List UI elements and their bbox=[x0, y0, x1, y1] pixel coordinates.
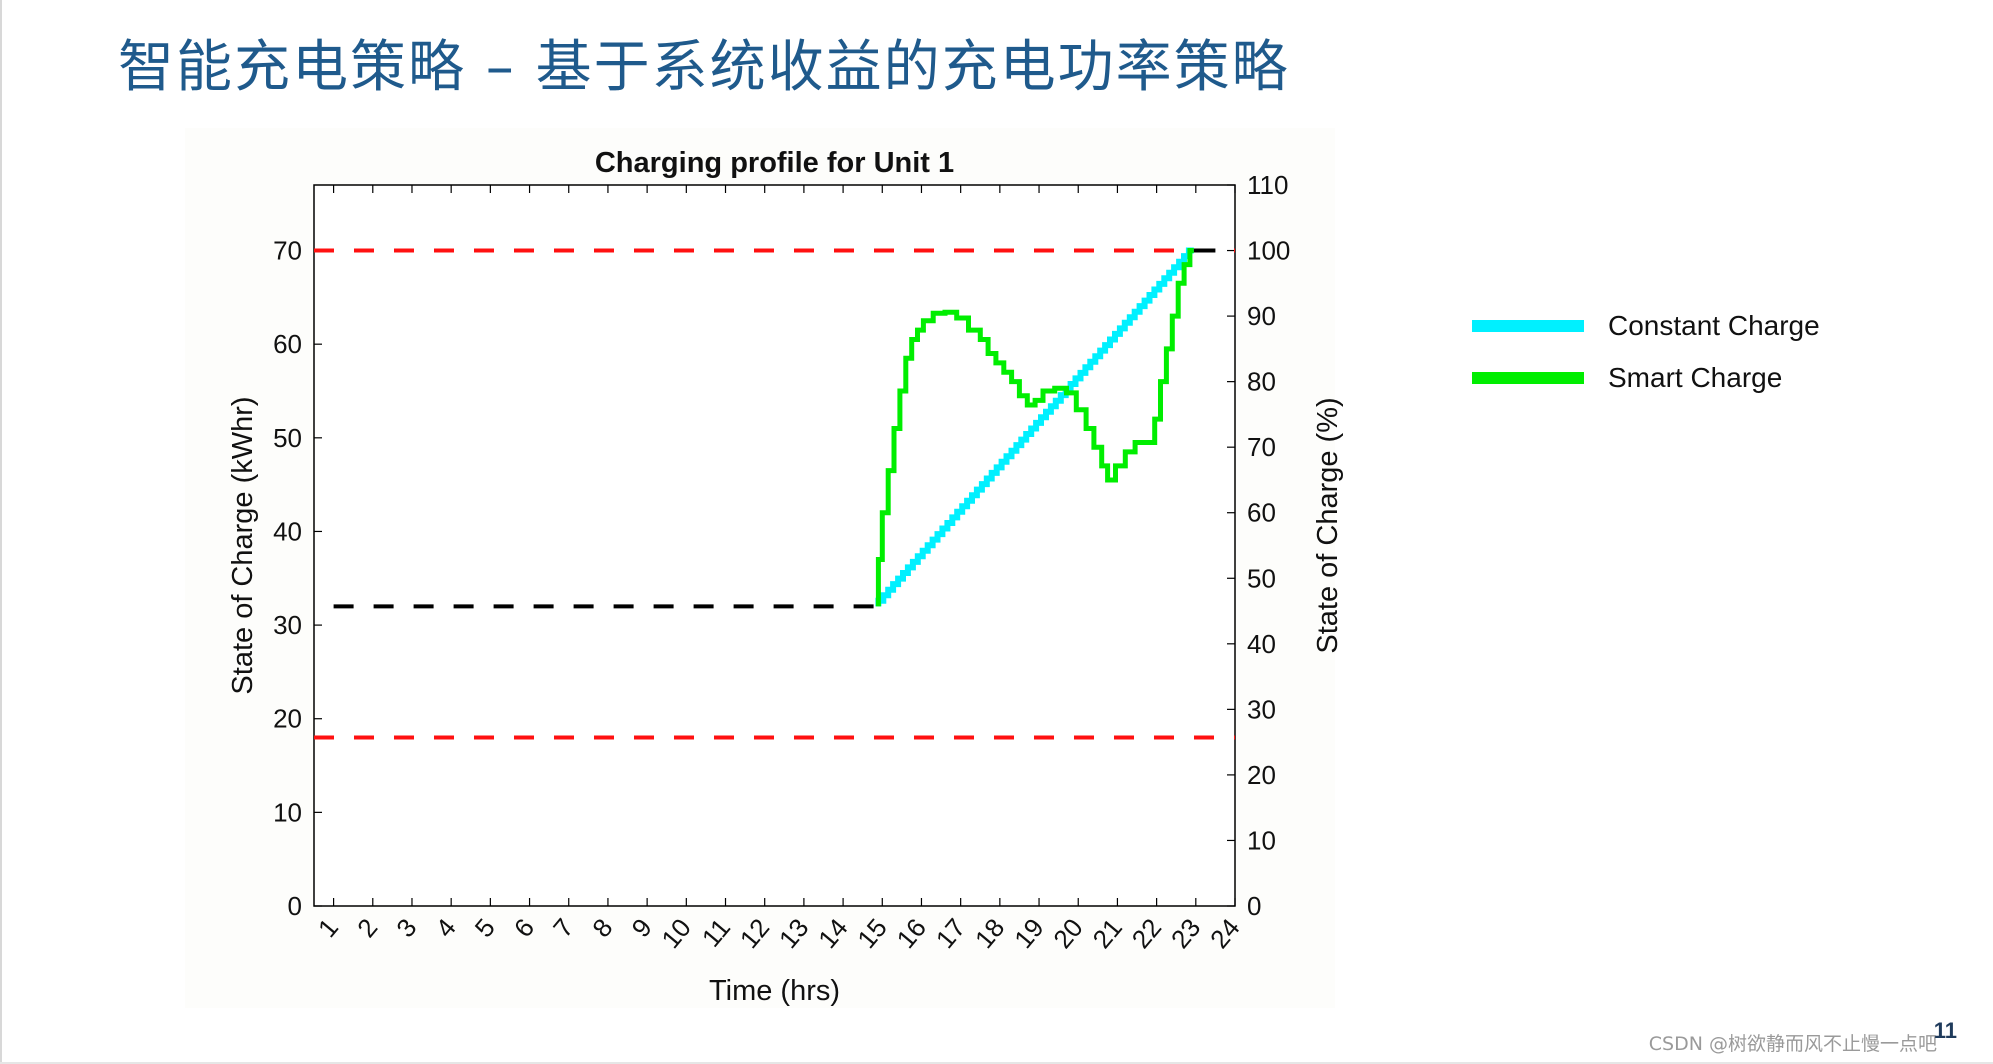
y-tick-label-right: 110 bbox=[1247, 170, 1288, 200]
legend-item-smart-charge: Smart Charge bbox=[1472, 352, 1820, 404]
y-tick-label-left: 40 bbox=[273, 516, 302, 546]
y-tick-label-left: 50 bbox=[273, 423, 302, 453]
y-tick-label-right: 10 bbox=[1247, 825, 1276, 855]
x-tick-label: 2 bbox=[351, 913, 383, 943]
y-tick-label-right: 60 bbox=[1247, 498, 1276, 528]
series-line-smart-charge bbox=[875, 248, 1194, 607]
x-tick-label: 14 bbox=[812, 913, 854, 954]
x-tick-label: 17 bbox=[930, 913, 972, 954]
y-tick-label-right: 90 bbox=[1247, 301, 1276, 331]
legend-label-smart-charge: Smart Charge bbox=[1608, 362, 1783, 393]
x-tick-label: 24 bbox=[1204, 913, 1246, 954]
y-tick-label-left: 30 bbox=[273, 610, 302, 640]
x-tick-label: 7 bbox=[547, 913, 579, 943]
y-tick-label-right: 70 bbox=[1247, 432, 1276, 462]
x-tick-label: 1 bbox=[312, 913, 344, 943]
x-tick-label: 11 bbox=[696, 913, 736, 953]
watermark-text: CSDN @树欲静而风不止慢一点吧 bbox=[1648, 1033, 1937, 1055]
x-tick-label: 13 bbox=[773, 913, 815, 954]
legend-label-constant-charge: Constant Charge bbox=[1608, 310, 1820, 341]
y-tick-label-left: 20 bbox=[273, 704, 302, 734]
y-tick-label-right: 100 bbox=[1247, 236, 1290, 266]
x-tick-label: 9 bbox=[625, 913, 657, 943]
y-tick-label-right: 0 bbox=[1247, 891, 1261, 921]
x-tick-label: 19 bbox=[1008, 913, 1050, 954]
series-line-constant-charge bbox=[875, 247, 1194, 607]
x-tick-label: 8 bbox=[586, 913, 618, 943]
y-tick-label-right: 20 bbox=[1247, 760, 1276, 790]
y-tick-label-left: 10 bbox=[273, 797, 302, 827]
chart-title: Charging profile for Unit 1 bbox=[595, 147, 954, 179]
y-tick-label-right: 40 bbox=[1247, 629, 1276, 659]
y-axis-label-right: State of Charge (%) bbox=[1312, 397, 1344, 653]
y-tick-label-right: 30 bbox=[1247, 694, 1276, 724]
legend-swatch-constant-charge bbox=[1472, 320, 1584, 332]
x-tick-label: 10 bbox=[655, 913, 697, 954]
x-tick-label: 21 bbox=[1086, 913, 1128, 954]
x-tick-label: 4 bbox=[429, 913, 461, 943]
chart-legend: Constant Charge Smart Charge bbox=[1472, 300, 1820, 404]
x-tick-label: 15 bbox=[851, 913, 893, 954]
slide-left-rule bbox=[0, 0, 2, 1064]
y-axis-label-left: State of Charge (kWhr) bbox=[227, 396, 259, 694]
x-tick-label: 18 bbox=[969, 913, 1011, 954]
slide-bottom-rule bbox=[0, 1062, 1993, 1064]
x-axis-label: Time (hrs) bbox=[709, 975, 840, 1007]
y-tick-label-left: 0 bbox=[288, 891, 302, 921]
x-tick-label: 20 bbox=[1047, 913, 1089, 954]
slide-title: 智能充电策略 – 基于系统收益的充电功率策略 bbox=[118, 35, 1290, 100]
x-tick-label: 3 bbox=[390, 913, 422, 943]
x-tick-label: 16 bbox=[890, 913, 932, 954]
page-number: 11 bbox=[1933, 1018, 1957, 1043]
y-tick-label-right: 50 bbox=[1247, 563, 1276, 593]
plot-area bbox=[313, 184, 1236, 907]
y-tick-label-right: 80 bbox=[1247, 367, 1276, 397]
x-tick-label: 5 bbox=[469, 913, 501, 943]
x-tick-label: 6 bbox=[508, 913, 540, 943]
x-tick-label: 22 bbox=[1126, 913, 1168, 954]
x-tick-label: 23 bbox=[1165, 913, 1207, 954]
y-tick-label-left: 60 bbox=[273, 329, 302, 359]
legend-item-constant-charge: Constant Charge bbox=[1472, 300, 1820, 352]
legend-swatch-smart-charge bbox=[1472, 372, 1584, 384]
y-tick-label-left: 70 bbox=[273, 236, 302, 266]
x-tick-label: 12 bbox=[734, 913, 776, 954]
